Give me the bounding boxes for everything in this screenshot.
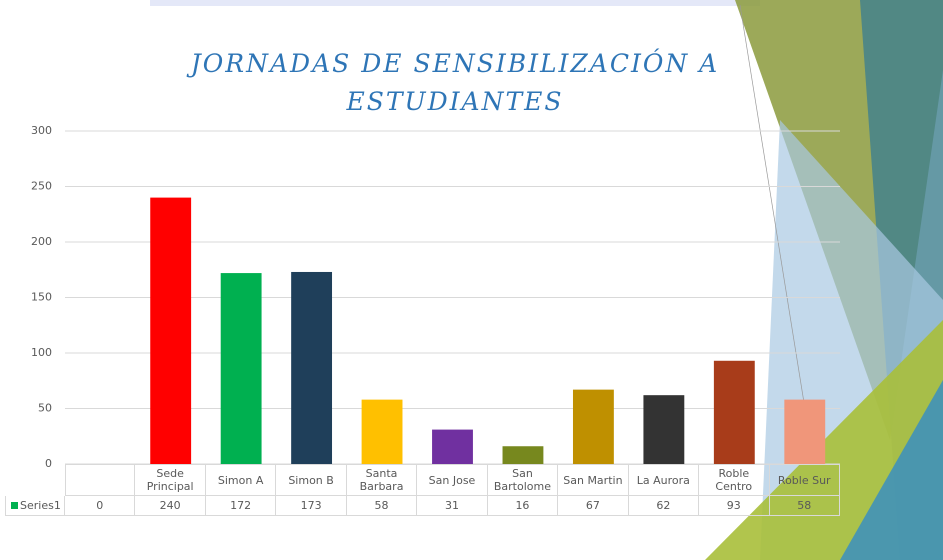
data-table-value: 67 [558,496,629,516]
y-tick-label: 0 [45,457,52,470]
y-tick-label: 300 [31,124,52,137]
x-tick-label: Simon A [205,464,277,496]
x-tick-label: La Aurora [628,464,700,496]
x-tick-label: Sede Principal [135,464,206,496]
data-table-value: 58 [769,496,840,516]
data-table-value: 173 [276,496,347,516]
bar [572,389,614,464]
legend-entry: Series1 [5,496,65,516]
x-tick-label: Simon B [276,464,347,496]
x-tick-label: San Martin [558,464,629,496]
data-table-value: 172 [205,496,277,516]
x-tick-label [65,464,136,496]
bar [291,271,333,464]
bar [643,395,685,464]
x-tick-label: San Jose [417,464,488,496]
data-table-value: 31 [417,496,488,516]
y-tick-label: 150 [31,291,52,304]
y-tick-label: 50 [38,402,52,415]
bar [784,399,826,464]
data-table-value: 93 [699,496,770,516]
data-table-value: 62 [628,496,700,516]
y-tick-label: 100 [31,346,52,359]
data-table-value: 0 [65,496,136,516]
x-tick-label: Roble Centro [699,464,770,496]
bar [220,273,262,464]
data-table-value: 16 [487,496,559,516]
x-tick-label: Santa Barbara [346,464,418,496]
y-tick-label: 250 [31,180,52,193]
legend-label: Series1 [20,499,61,512]
x-tick-label: San Bartolome [487,464,559,496]
y-tick-label: 200 [31,235,52,248]
bar [502,446,544,464]
x-tick-label: Roble Sur [769,464,840,496]
data-table-value: 58 [346,496,418,516]
data-table-value: 240 [135,496,206,516]
bar [713,360,755,464]
bar [432,429,473,464]
legend-swatch [11,502,18,509]
chart-title: JORNADAS DE SENSIBILIZACIÓN A ESTUDIANTE… [190,49,720,116]
bar [361,399,403,464]
bar [150,197,192,464]
